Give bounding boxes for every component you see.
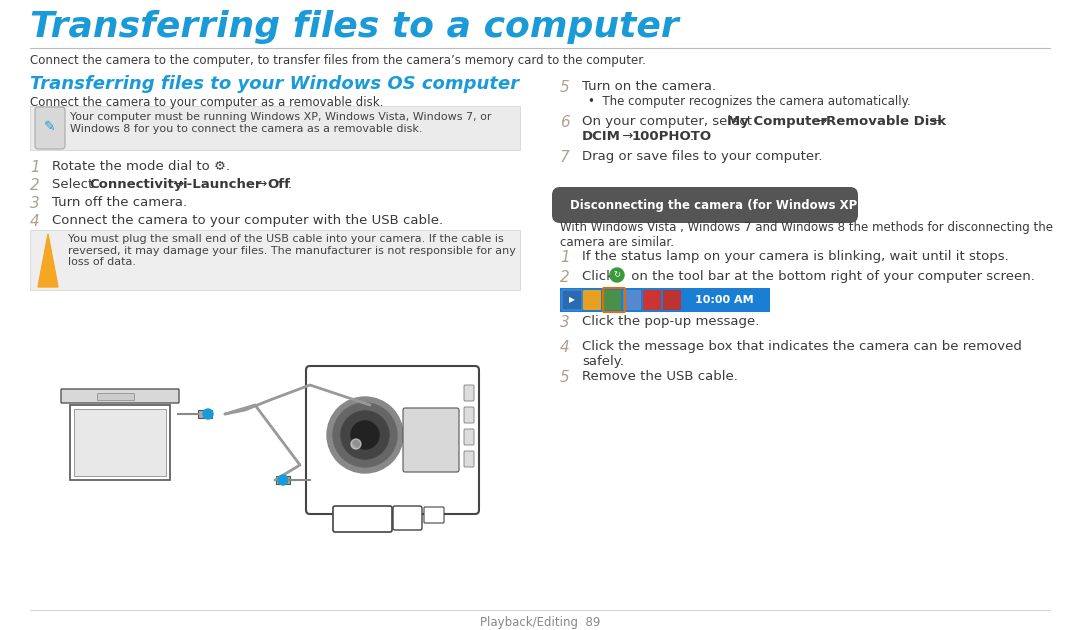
Text: Your computer must be running Windows XP, Windows Vista, Windows 7, or
Windows 8: Your computer must be running Windows XP…: [70, 112, 491, 134]
FancyBboxPatch shape: [552, 187, 858, 223]
Text: Rotate the mode dial to ⚙.: Rotate the mode dial to ⚙.: [52, 160, 230, 173]
FancyBboxPatch shape: [561, 288, 770, 312]
Text: You must plug the small end of the USB cable into your camera. If the cable is
r: You must plug the small end of the USB c…: [68, 234, 516, 267]
FancyBboxPatch shape: [393, 506, 422, 530]
Text: 4: 4: [30, 214, 40, 229]
FancyBboxPatch shape: [70, 405, 170, 480]
Text: Drag or save files to your computer.: Drag or save files to your computer.: [582, 150, 823, 163]
Text: .: .: [690, 130, 694, 143]
Text: Connect the camera to your computer as a removable disk.: Connect the camera to your computer as a…: [30, 96, 383, 109]
FancyBboxPatch shape: [403, 408, 459, 472]
Text: 1: 1: [30, 160, 40, 175]
Text: →: →: [252, 178, 272, 191]
Text: 4: 4: [561, 340, 570, 355]
Text: If the status lamp on your camera is blinking, wait until it stops.: If the status lamp on your camera is bli…: [582, 250, 1009, 263]
Text: Click the message box that indicates the camera can be removed: Click the message box that indicates the…: [582, 340, 1022, 353]
Text: 2: 2: [561, 270, 570, 285]
Text: on the tool bar at the bottom right of your computer screen.: on the tool bar at the bottom right of y…: [627, 270, 1035, 283]
Text: Transferring files to a computer: Transferring files to a computer: [30, 10, 678, 44]
FancyBboxPatch shape: [97, 394, 135, 401]
Text: ✎: ✎: [44, 120, 56, 134]
Text: 2: 2: [30, 178, 40, 193]
FancyBboxPatch shape: [60, 389, 179, 403]
Circle shape: [351, 439, 361, 449]
FancyBboxPatch shape: [306, 366, 480, 514]
Text: .: .: [288, 178, 292, 191]
Text: ↻: ↻: [613, 270, 621, 280]
Text: →: →: [812, 115, 832, 128]
Text: !: !: [45, 265, 51, 275]
Circle shape: [327, 397, 403, 473]
Text: 1: 1: [561, 250, 570, 265]
Text: safely.: safely.: [582, 355, 624, 368]
FancyBboxPatch shape: [333, 506, 392, 532]
Text: Removable Disk: Removable Disk: [826, 115, 946, 128]
Text: 7: 7: [561, 150, 570, 165]
FancyBboxPatch shape: [276, 476, 291, 484]
Text: 5: 5: [561, 370, 570, 385]
Text: Remove the USB cable.: Remove the USB cable.: [582, 370, 738, 383]
Text: Select: Select: [52, 178, 97, 191]
FancyBboxPatch shape: [198, 410, 212, 418]
Text: Disconnecting the camera (for Windows XP): Disconnecting the camera (for Windows XP…: [570, 199, 863, 212]
Text: →: →: [618, 130, 637, 143]
Text: Turn off the camera.: Turn off the camera.: [52, 196, 187, 209]
Text: On your computer, select: On your computer, select: [582, 115, 756, 128]
FancyBboxPatch shape: [35, 107, 65, 149]
FancyBboxPatch shape: [464, 385, 474, 401]
Text: →: →: [168, 178, 189, 191]
Text: Click: Click: [582, 270, 618, 283]
Text: ▶: ▶: [569, 295, 575, 304]
Text: Off: Off: [267, 178, 291, 191]
Text: Click the pop-up message.: Click the pop-up message.: [582, 315, 759, 328]
Text: Connect the camera to your computer with the USB cable.: Connect the camera to your computer with…: [52, 214, 443, 227]
Circle shape: [203, 409, 213, 419]
FancyBboxPatch shape: [424, 507, 444, 523]
Text: 100PHOTO: 100PHOTO: [632, 130, 712, 143]
Circle shape: [341, 411, 389, 459]
FancyBboxPatch shape: [623, 290, 642, 310]
Circle shape: [351, 421, 379, 449]
FancyBboxPatch shape: [464, 407, 474, 423]
Circle shape: [333, 403, 397, 467]
FancyBboxPatch shape: [464, 429, 474, 445]
Polygon shape: [38, 234, 58, 287]
FancyBboxPatch shape: [75, 409, 166, 476]
Text: With Windows Vista , Windows 7 and Windows 8 the methods for disconnecting the
c: With Windows Vista , Windows 7 and Windo…: [561, 221, 1053, 249]
Text: 3: 3: [30, 196, 40, 211]
FancyBboxPatch shape: [562, 290, 582, 310]
FancyBboxPatch shape: [583, 290, 600, 310]
Text: •  The computer recognizes the camera automatically.: • The computer recognizes the camera aut…: [588, 95, 910, 108]
Text: Turn on the camera.: Turn on the camera.: [582, 80, 716, 93]
Text: 6: 6: [561, 115, 570, 130]
Text: Playback/Editing  89: Playback/Editing 89: [480, 616, 600, 629]
Text: My Computer: My Computer: [727, 115, 827, 128]
Text: 10:00 AM: 10:00 AM: [696, 295, 754, 305]
Text: Connectivity: Connectivity: [89, 178, 183, 191]
FancyBboxPatch shape: [643, 290, 661, 310]
Text: Transferring files to your Windows OS computer: Transferring files to your Windows OS co…: [30, 75, 519, 93]
Circle shape: [610, 268, 624, 282]
Text: →: →: [927, 115, 943, 128]
Text: 5: 5: [561, 80, 570, 95]
Text: DCIM: DCIM: [582, 130, 621, 143]
FancyBboxPatch shape: [603, 290, 621, 310]
FancyBboxPatch shape: [30, 106, 519, 150]
Text: 3: 3: [561, 315, 570, 330]
FancyBboxPatch shape: [663, 290, 681, 310]
Text: Connect the camera to the computer, to transfer files from the camera’s memory c: Connect the camera to the computer, to t…: [30, 54, 646, 67]
FancyBboxPatch shape: [30, 230, 519, 290]
FancyBboxPatch shape: [464, 451, 474, 467]
Circle shape: [278, 475, 288, 485]
Text: i-Launcher: i-Launcher: [183, 178, 262, 191]
